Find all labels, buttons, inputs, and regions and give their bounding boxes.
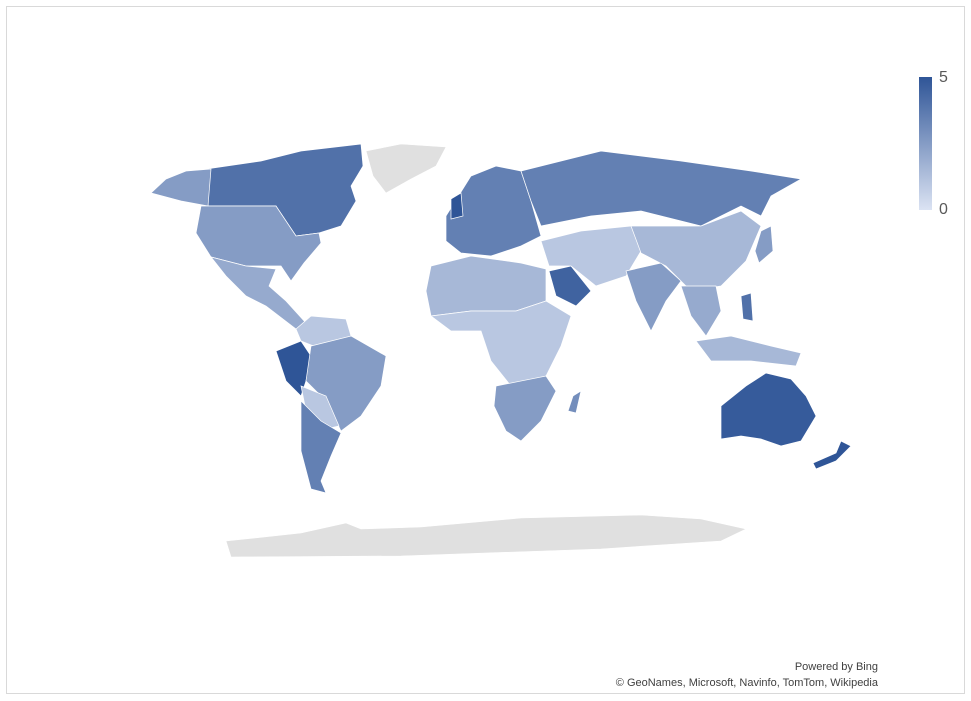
- color-scale-bar: [919, 77, 932, 210]
- region-europe[interactable]: Europe: [445, 165, 542, 257]
- region-southeast-asia[interactable]: Southeast Asia: [680, 285, 722, 337]
- region-russia[interactable]: Russia: [520, 150, 803, 227]
- region-new-zealand[interactable]: New Zealand: [812, 440, 852, 470]
- data-sources: © GeoNames, Microsoft, Navinfo, TomTom, …: [615, 677, 878, 689]
- region-brazil[interactable]: Brazil: [305, 335, 387, 432]
- region-central-africa[interactable]: Central Africa: [430, 300, 572, 387]
- legend-max-label: 5: [939, 69, 948, 86]
- attribution: Powered by Bing © GeoNames, Microsoft, N…: [616, 659, 878, 691]
- region-argentina-chile[interactable]: Argentina & Chile: [300, 400, 342, 494]
- region-australia[interactable]: Australia: [720, 372, 817, 447]
- legend-min-label: 0: [939, 201, 948, 218]
- region-japan[interactable]: Japan: [754, 225, 774, 264]
- region-antarctica[interactable]: [225, 514, 747, 558]
- region-china[interactable]: China: [630, 210, 762, 292]
- world-map[interactable]: Canada Alaska United States Mexico & Cen…: [7, 7, 964, 693]
- region-philippines[interactable]: Philippines: [740, 292, 754, 322]
- region-united-states[interactable]: United States: [195, 205, 322, 282]
- region-indonesia[interactable]: Indonesia: [695, 335, 802, 367]
- region-alaska[interactable]: Alaska: [150, 168, 212, 207]
- region-saudi-arabia[interactable]: Saudi Arabia: [548, 265, 592, 307]
- region-southern-africa[interactable]: Southern Africa: [493, 375, 557, 442]
- map-chart-frame: Canada Alaska United States Mexico & Cen…: [6, 6, 965, 694]
- region-greenland[interactable]: [365, 143, 447, 194]
- region-united-kingdom[interactable]: United Kingdom: [450, 192, 464, 220]
- region-madagascar[interactable]: Madagascar: [567, 390, 582, 414]
- powered-by-bing: Powered by Bing: [794, 661, 878, 673]
- region-middle-east-central-asia[interactable]: Middle East & Central Asia: [540, 225, 642, 287]
